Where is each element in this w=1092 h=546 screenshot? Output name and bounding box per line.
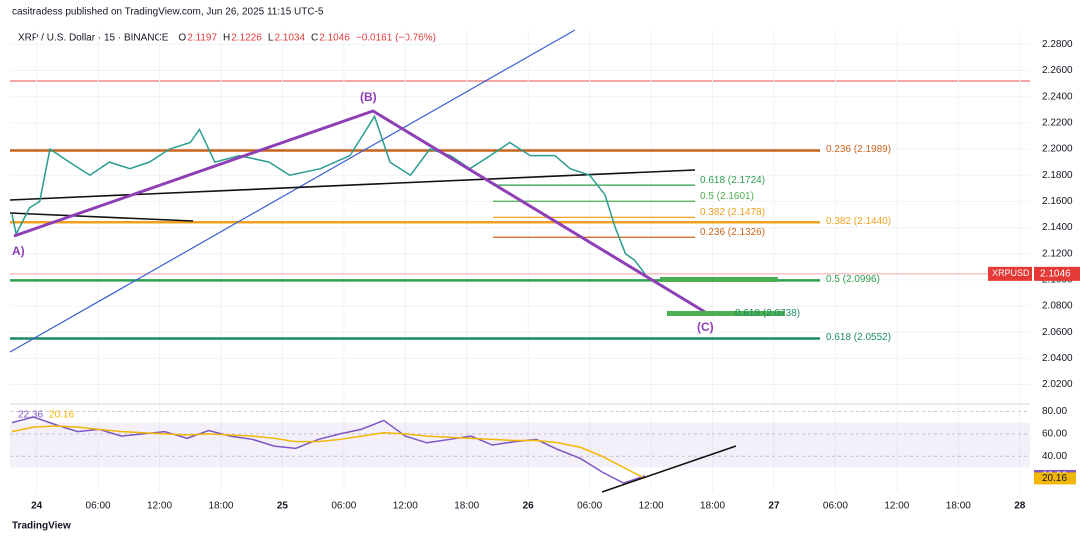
grid xyxy=(10,30,1030,492)
fib-label: 0.618 (2.0738) xyxy=(735,308,800,319)
y-tick-label: 2.2200 xyxy=(1042,118,1073,129)
ohlc-key: L xyxy=(268,33,274,44)
fib-label: 0.382 (2.1440) xyxy=(826,216,891,227)
y-tick-label: 2.2600 xyxy=(1042,65,1073,76)
ohlc-value: 2.1197 xyxy=(187,33,217,44)
y-tick-label: 2.1600 xyxy=(1042,196,1073,207)
ohlc-key: H xyxy=(223,33,230,44)
fib-label: 0.236 (2.1989) xyxy=(826,144,891,155)
x-tick-label: 12:00 xyxy=(393,501,418,512)
ohlc-value: 2.1046 xyxy=(319,33,350,44)
y-tick-label: 2.0400 xyxy=(1042,353,1073,364)
series xyxy=(11,114,646,484)
x-tick-label: 24 xyxy=(31,501,43,512)
wave-line xyxy=(13,109,706,314)
fib-label: 0.5 (2.1601) xyxy=(700,191,754,202)
x-tick-label: 06:00 xyxy=(331,501,356,512)
x-tick-label: 06:00 xyxy=(577,501,602,512)
labels: 2.2800 2.2600 2.2400 2.2200 2.2000 2.1800 2.16… xyxy=(12,39,1080,512)
fib-label: 0.5 (2.0996) xyxy=(826,274,880,285)
x-tick-label: 27 xyxy=(768,501,780,512)
x-tick-label: 25 xyxy=(277,501,289,512)
series-line xyxy=(11,114,646,275)
publisher: casitradess published on TradingView.com… xyxy=(12,7,324,18)
rsi-trend-line xyxy=(601,445,737,493)
wave-label: A) xyxy=(12,244,25,258)
trend-line xyxy=(9,212,194,222)
x-tick-label: 18:00 xyxy=(700,501,725,512)
x-tick-label: 12:00 xyxy=(147,501,172,512)
ohlc-value: 2.1226 xyxy=(231,33,262,44)
y-tick-label: 2.1800 xyxy=(1042,170,1073,181)
y-tick-label: 2.1400 xyxy=(1042,222,1073,233)
y-tick-label: 2.1200 xyxy=(1042,248,1073,259)
rsi-legend: 20.16 xyxy=(49,410,74,421)
x-tick-label: 06:00 xyxy=(86,501,111,512)
wave-label: (B) xyxy=(360,90,377,104)
ohlc-value: 2.1034 xyxy=(274,33,305,44)
rsi-badge-bg xyxy=(1034,472,1076,485)
x-tick-label: 18:00 xyxy=(208,501,233,512)
symbol: XRP / U.S. Dollar · 15 · BINANCE xyxy=(18,33,169,44)
fib-label: 0.236 (2.1326) xyxy=(700,227,765,238)
fib-label: 0.618 (2.0552) xyxy=(826,332,891,343)
y-tick-label: 2.2000 xyxy=(1042,144,1073,155)
price-tag: XRPUSD xyxy=(992,268,1030,278)
x-tick-label: 18:00 xyxy=(454,501,479,512)
fib-label: 0.618 (2.1724) xyxy=(700,175,765,186)
price-badge: 2.1046 xyxy=(1040,268,1071,279)
y-tick-label: 40.00 xyxy=(1042,451,1067,462)
y-tick-label: 2.0800 xyxy=(1042,301,1073,312)
x-tick-label: 12:00 xyxy=(639,501,664,512)
y-tick-label: 60.00 xyxy=(1042,428,1067,439)
y-tick-label: 2.0200 xyxy=(1042,379,1073,390)
rsi-badge: 20.16 xyxy=(1042,473,1067,484)
y-tick-label: 2.2800 xyxy=(1042,39,1073,50)
legend: XRP / U.S. Dollar · 15 · BINANCE O 2.1197… xyxy=(18,33,436,44)
ohlc-key: C xyxy=(311,33,318,44)
ohlc-key: O xyxy=(178,33,186,44)
y-tick-label: 80.00 xyxy=(1042,406,1067,417)
y-tick-label: 2.2400 xyxy=(1042,91,1073,102)
x-tick-label: 26 xyxy=(523,501,535,512)
target-box xyxy=(660,277,778,282)
wave-label: (C) xyxy=(697,320,714,334)
trend-line xyxy=(9,169,696,201)
rsi-legend: 22.36 xyxy=(18,410,43,421)
trend-line xyxy=(9,29,576,353)
target-box xyxy=(667,311,785,316)
footer: TradingView xyxy=(12,521,71,532)
x-tick-label: 18:00 xyxy=(946,501,971,512)
price-tag-bg xyxy=(988,266,1032,281)
x-tick-label: 06:00 xyxy=(823,501,848,512)
x-tick-label: 28 xyxy=(1014,501,1026,512)
rsi-band xyxy=(10,422,1030,468)
price-badge-bg xyxy=(1034,266,1080,281)
fib-label: 0.382 (2.1478) xyxy=(700,207,765,218)
x-tick-label: 12:00 xyxy=(884,501,909,512)
change: −0.0161 (−0.76%) xyxy=(356,33,436,44)
y-tick-label: 2.0600 xyxy=(1042,327,1073,338)
series-line xyxy=(11,425,646,480)
